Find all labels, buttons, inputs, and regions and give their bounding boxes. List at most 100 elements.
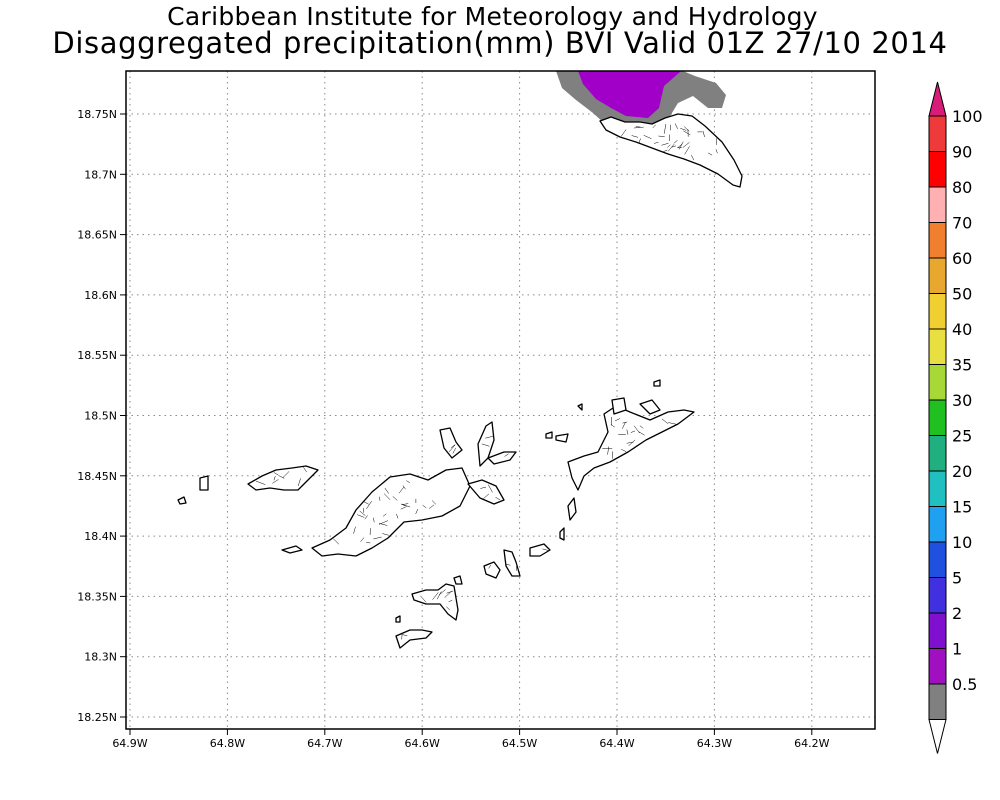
island-norman xyxy=(395,629,433,649)
island-west-tiny xyxy=(177,496,187,505)
island-pelican xyxy=(395,615,401,623)
watershed-lines xyxy=(255,123,718,640)
watershed-segment xyxy=(488,564,492,569)
colorbar-swatch xyxy=(928,577,947,614)
colorbar-swatch xyxy=(928,648,947,685)
y-tick-label: 18.75N xyxy=(77,108,117,121)
island-fallen-jerusalem xyxy=(559,527,565,541)
islands-layer xyxy=(177,113,743,649)
x-tick-label: 64.6W xyxy=(405,737,440,750)
map-grid xyxy=(126,71,875,729)
island-scrub xyxy=(487,451,517,465)
island-mosquito xyxy=(611,397,627,415)
colorbar-bottom-triangle xyxy=(928,719,947,754)
colorbar-label: 2 xyxy=(952,604,962,623)
island-peter xyxy=(411,583,459,621)
colorbar-label: 35 xyxy=(952,356,972,375)
colorbar-label: 5 xyxy=(952,569,962,588)
colorbar-label: 90 xyxy=(952,143,972,162)
axis-ticks: 64.9W 64.8W 64.7W 64.6W 64.5W 64.4W 64.3W 64.2W… xyxy=(77,108,829,750)
watershed-segment xyxy=(621,123,718,161)
island-virgin-gorda xyxy=(567,405,695,491)
island-tortola xyxy=(311,467,471,557)
y-tick-label: 18.25N xyxy=(77,711,117,724)
colorbar-swatch xyxy=(928,151,947,188)
title-line-2: Disaggregated precipitation(mm) BVI Vali… xyxy=(52,26,948,60)
colorbar-swatch xyxy=(928,222,947,259)
colorbar-swatch xyxy=(928,541,947,578)
island-vg-south xyxy=(567,497,577,521)
precipitation-areas xyxy=(556,71,726,136)
y-tick-label: 18.7N xyxy=(84,168,117,181)
colorbar-label: 80 xyxy=(952,178,972,197)
colorbar-swatch xyxy=(928,506,947,543)
colorbar-top-triangle xyxy=(928,81,947,117)
colorbar-label: 0.5 xyxy=(952,675,977,694)
colorbar-swatch xyxy=(928,612,947,649)
island-cooper xyxy=(503,549,521,577)
x-tick-label: 64.3W xyxy=(697,737,732,750)
island-dog-1 xyxy=(545,431,553,439)
colorbar-swatch xyxy=(928,364,947,401)
watershed-segment xyxy=(480,484,501,501)
colorbar-swatch xyxy=(928,683,947,720)
colorbar-label: 1 xyxy=(952,640,962,659)
x-tick-label: 64.4W xyxy=(599,737,634,750)
y-tick-label: 18.4N xyxy=(84,530,117,543)
x-tick-label: 64.2W xyxy=(794,737,829,750)
colorbar-label: 50 xyxy=(952,285,972,304)
island-necker xyxy=(653,379,661,387)
island-great-thatch xyxy=(281,545,303,554)
island-west-small xyxy=(199,475,209,491)
island-prickly-pear xyxy=(639,399,661,415)
watershed-segment xyxy=(448,444,456,454)
watershed-segment xyxy=(602,416,678,459)
colorbar: 100 90 80 70 60 50 40 35 30 25 20 15 10 5 2 1 0.5 xyxy=(928,81,983,754)
watershed-segment xyxy=(333,480,437,545)
y-tick-label: 18.65N xyxy=(77,229,117,242)
colorbar-swatch xyxy=(928,399,947,436)
colorbar-label: 25 xyxy=(952,427,972,446)
island-great-camanoe xyxy=(477,421,495,467)
watershed-segment xyxy=(542,548,549,551)
colorbar-swatch xyxy=(928,435,947,472)
y-tick-label: 18.5N xyxy=(84,410,117,423)
island-ginger xyxy=(529,543,551,557)
colorbar-label: 10 xyxy=(952,533,972,552)
island-beef xyxy=(467,479,505,505)
y-tick-label: 18.3N xyxy=(84,651,117,664)
colorbar-label: 40 xyxy=(952,320,972,339)
y-tick-label: 18.6N xyxy=(84,289,117,302)
island-dead-chest xyxy=(453,575,463,585)
y-tick-label: 18.35N xyxy=(77,590,117,603)
colorbar-label: 20 xyxy=(952,462,972,481)
colorbar-label: 60 xyxy=(952,249,972,268)
colorbar-label: 15 xyxy=(952,498,972,517)
x-tick-label: 64.8W xyxy=(210,737,245,750)
watershed-segment xyxy=(504,453,509,457)
x-tick-label: 64.9W xyxy=(112,737,147,750)
colorbar-swatch xyxy=(928,257,947,294)
island-salt xyxy=(483,561,501,579)
precip-area-heavy xyxy=(578,71,680,118)
colorbar-label: 70 xyxy=(952,214,972,233)
colorbar-swatch xyxy=(928,293,947,330)
watershed-segment xyxy=(420,589,454,611)
colorbar-swatch xyxy=(928,328,947,365)
colorbar-swatch xyxy=(928,186,947,223)
watershed-segment xyxy=(481,435,494,447)
island-eustatia xyxy=(577,403,583,411)
x-tick-label: 64.5W xyxy=(502,737,537,750)
x-tick-label: 64.7W xyxy=(307,737,342,750)
island-dog-2 xyxy=(555,433,569,443)
colorbar-label: 30 xyxy=(952,391,972,410)
y-tick-label: 18.45N xyxy=(77,470,117,483)
watershed-segment xyxy=(401,634,408,640)
title-line-1: Caribbean Institute for Meteorology and … xyxy=(167,2,818,31)
watershed-segment xyxy=(505,564,518,571)
watershed-segment xyxy=(255,467,307,487)
island-st-croix xyxy=(599,113,743,188)
colorbar-swatch xyxy=(928,115,947,152)
island-guana xyxy=(439,427,463,459)
